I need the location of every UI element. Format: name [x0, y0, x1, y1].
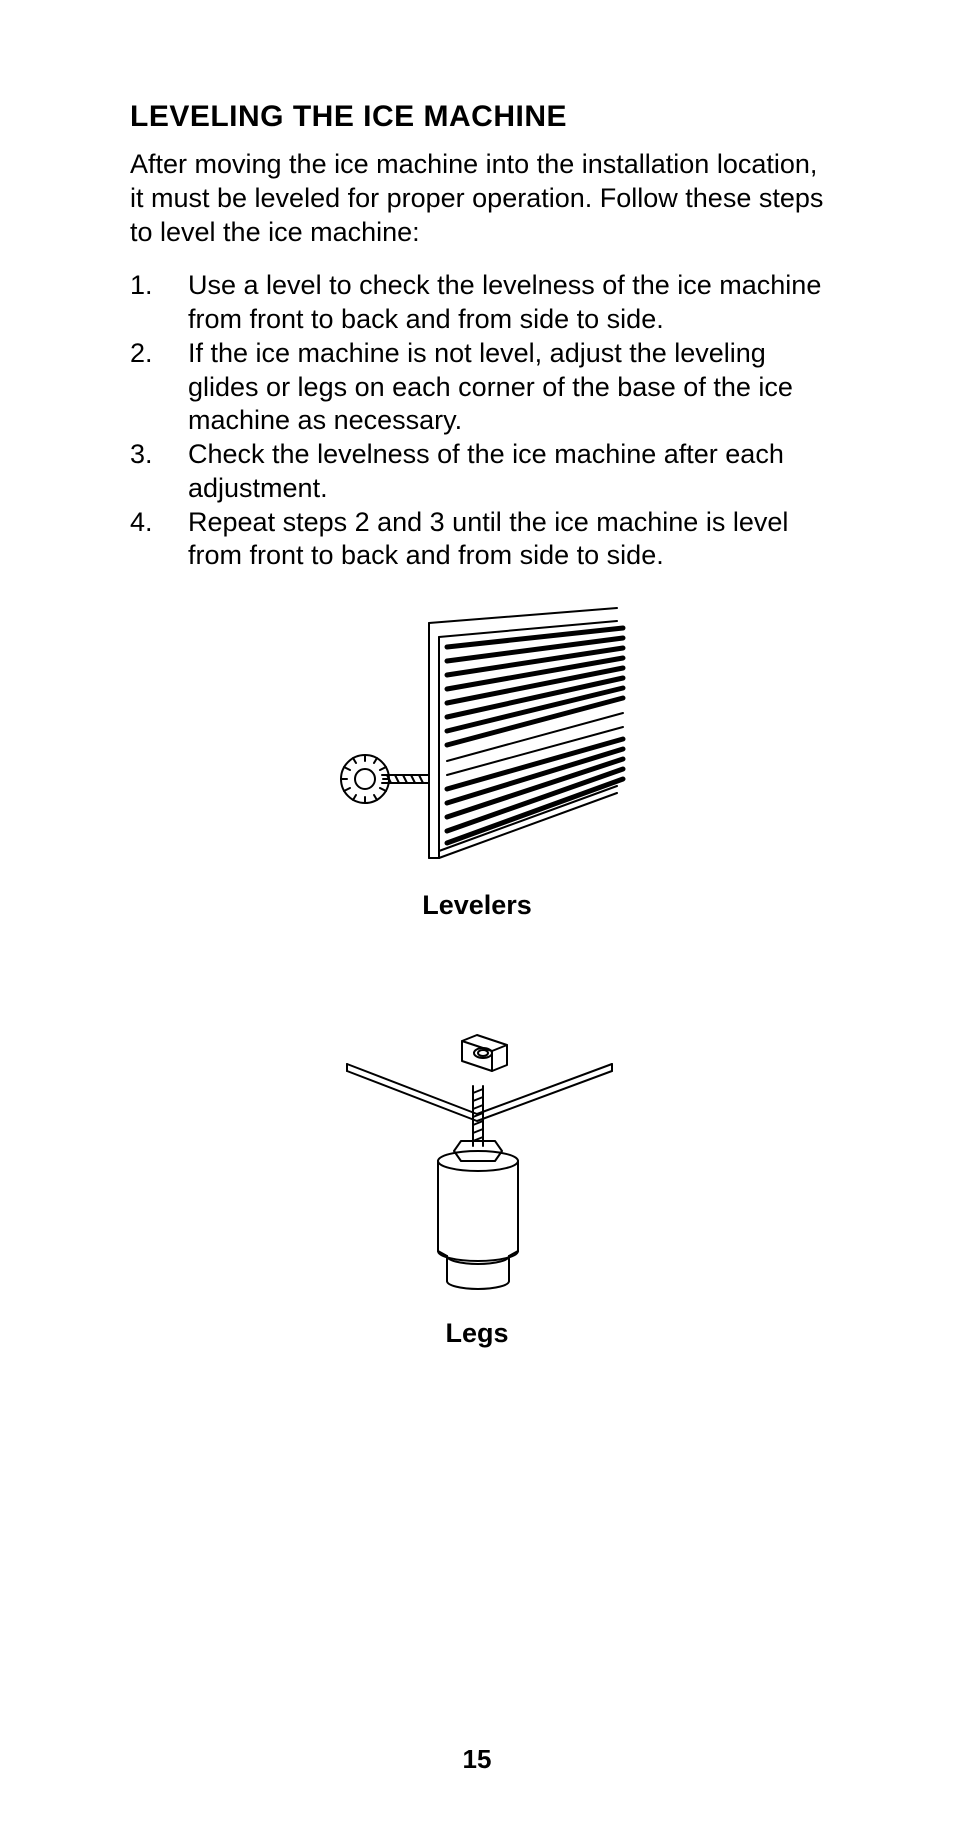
section-heading: LEVELING THE ICE MACHINE — [130, 100, 824, 134]
page-number: 15 — [0, 1744, 954, 1775]
legs-illustration — [327, 1001, 627, 1301]
figure-caption-levelers: Levelers — [130, 890, 824, 921]
document-page: LEVELING THE ICE MACHINE After moving th… — [0, 0, 954, 1845]
levelers-illustration — [317, 603, 637, 873]
step-item: Repeat steps 2 and 3 until the ice machi… — [130, 506, 824, 574]
figure-caption-legs: Legs — [130, 1318, 824, 1349]
steps-list: Use a level to check the levelness of th… — [130, 269, 824, 573]
step-item: If the ice machine is not level, adjust … — [130, 337, 824, 438]
figure-levelers: Levelers — [130, 603, 824, 921]
step-item: Check the levelness of the ice machine a… — [130, 438, 824, 506]
step-item: Use a level to check the levelness of th… — [130, 269, 824, 337]
figure-legs: Legs — [130, 1001, 824, 1349]
intro-paragraph: After moving the ice machine into the in… — [130, 148, 824, 249]
